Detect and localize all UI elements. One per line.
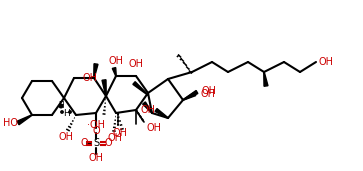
Text: OH: OH xyxy=(147,123,162,133)
Polygon shape xyxy=(102,80,106,96)
Text: ·OH: ·OH xyxy=(87,120,105,130)
Polygon shape xyxy=(183,93,196,100)
Text: O: O xyxy=(104,138,112,148)
Polygon shape xyxy=(264,72,268,86)
Circle shape xyxy=(61,111,63,113)
Text: OH: OH xyxy=(109,56,123,66)
Text: OH: OH xyxy=(58,132,73,142)
Text: OH: OH xyxy=(82,73,98,83)
Polygon shape xyxy=(155,109,168,118)
Text: H: H xyxy=(63,109,69,117)
Text: O: O xyxy=(80,138,88,148)
Polygon shape xyxy=(143,102,152,113)
Text: OH: OH xyxy=(318,57,334,67)
Polygon shape xyxy=(183,90,198,100)
Text: OH: OH xyxy=(200,89,216,99)
Text: O: O xyxy=(92,126,100,136)
Text: OH: OH xyxy=(201,86,216,96)
Text: OH: OH xyxy=(129,59,143,69)
Text: OH: OH xyxy=(107,133,122,143)
Polygon shape xyxy=(17,115,32,125)
Circle shape xyxy=(59,104,63,108)
Polygon shape xyxy=(112,68,116,76)
Text: HO: HO xyxy=(3,118,17,128)
Text: S: S xyxy=(93,138,99,148)
Text: OH: OH xyxy=(89,153,103,163)
Text: OH: OH xyxy=(140,105,155,115)
Circle shape xyxy=(69,111,71,113)
Polygon shape xyxy=(133,82,148,95)
Text: H̅: H̅ xyxy=(58,102,64,110)
Text: OH: OH xyxy=(113,128,127,138)
Polygon shape xyxy=(94,64,98,78)
